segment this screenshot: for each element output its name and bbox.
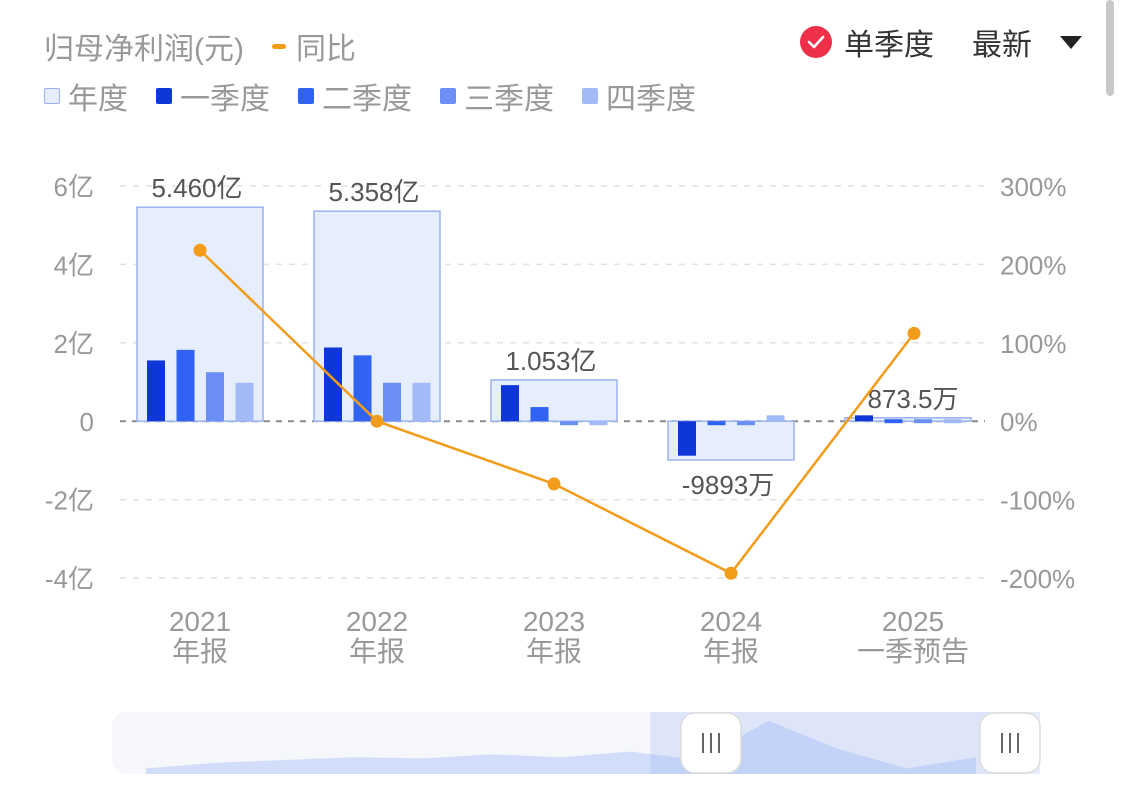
quarter-bar	[943, 419, 962, 424]
y-tick-label-right: 0%	[1000, 407, 1038, 437]
yoy-point	[547, 477, 561, 491]
quarter-bar	[707, 421, 726, 426]
check-icon[interactable]	[800, 26, 832, 58]
x-tick-label: 2024	[700, 606, 762, 637]
yoy-point	[907, 326, 921, 340]
legend-swatch	[298, 88, 314, 104]
quarter-bar	[560, 421, 578, 426]
legend-item[interactable]: 三季度	[440, 74, 554, 118]
quarter-bar	[176, 349, 195, 422]
quarter-bar	[501, 385, 519, 422]
caret-down-icon[interactable]	[1060, 35, 1082, 49]
slider-overview-area	[146, 720, 976, 774]
line-swatch	[271, 43, 286, 49]
annual-value-label: 873.5万	[867, 384, 958, 414]
legend-item[interactable]: 二季度	[298, 74, 412, 118]
quarter-bar	[737, 421, 755, 426]
legend-label: 年度	[68, 83, 128, 116]
quarter-bar	[235, 382, 254, 422]
quarter-bar	[678, 421, 696, 456]
range-slider[interactable]	[0, 704, 1122, 794]
yoy-label: 同比	[295, 33, 356, 66]
yoy-point	[724, 566, 738, 580]
x-tick-label: 2021	[169, 606, 231, 637]
y-tick-label-right: 300%	[1000, 172, 1067, 202]
y-tick-label-left: 6亿	[54, 172, 94, 202]
x-tick-label: 一季预告	[857, 636, 969, 667]
page-scrollbar[interactable]	[1106, 0, 1114, 96]
y-tick-label-right: 200%	[1000, 250, 1067, 280]
quarter-bar	[530, 407, 549, 422]
chart-legend-bottom: 年度 一季度 二季度 三季度 四季度	[44, 74, 724, 118]
legend-label: 一季度	[180, 83, 270, 116]
x-tick-label: 年报	[703, 636, 759, 667]
quarter-bar	[353, 355, 372, 422]
annual-value-label: -9893万	[682, 470, 775, 500]
y-tick-label-left: 2亿	[54, 329, 94, 359]
x-tick-label: 2023	[523, 606, 585, 637]
profit-chart: 6亿 300% 4亿 200% 2亿 100% 0 0% -2亿 -100% -4亿 -200% 5.4…	[45, 172, 1075, 667]
x-tick-label: 年报	[349, 636, 405, 667]
legend-swatch	[44, 88, 60, 104]
x-tick-label: 2025	[882, 606, 944, 637]
annual-value-label: 5.460亿	[151, 173, 242, 203]
annual-value-label: 5.358亿	[328, 177, 419, 207]
yoy-point	[193, 243, 207, 257]
annual-bar	[844, 417, 972, 422]
y-tick-label-left: -4亿	[45, 564, 94, 594]
quarter-bar	[855, 415, 873, 422]
yoy-point	[370, 414, 384, 428]
single-quarter-option[interactable]: 单季度	[844, 29, 934, 62]
quarter-bar	[412, 382, 431, 422]
y-tick-label-left: -2亿	[45, 486, 94, 516]
legend-item[interactable]: 一季度	[156, 74, 270, 118]
x-tick-label: 2022	[346, 606, 408, 637]
x-tick-label: 年报	[172, 636, 228, 667]
chart-legend-top: 归母净利润(元) 同比	[44, 24, 384, 68]
legend-swatch	[582, 88, 598, 104]
legend-label: 二季度	[322, 83, 412, 116]
y-tick-label-right: -100%	[1000, 486, 1075, 516]
legend-label: 三季度	[464, 83, 554, 116]
quarter-bar	[147, 360, 165, 422]
x-tick-label: 年报	[526, 636, 582, 667]
quarter-bar	[589, 421, 608, 426]
y-tick-label-right: -200%	[1000, 564, 1075, 594]
metric-label: 归母净利润(元)	[44, 33, 244, 66]
controls: 单季度 最新	[800, 20, 1082, 64]
y-tick-label-left: 0	[80, 407, 94, 437]
latest-dropdown-label[interactable]: 最新	[972, 29, 1032, 62]
legend-item[interactable]: 年度	[44, 74, 128, 118]
quarter-bar	[206, 372, 224, 422]
yoy-legend-item[interactable]: 同比	[271, 24, 356, 68]
quarter-bar	[383, 382, 401, 422]
quarter-bar	[324, 347, 342, 422]
annual-value-label: 1.053亿	[505, 346, 596, 376]
legend-label: 四季度	[606, 83, 696, 116]
y-tick-label-left: 4亿	[54, 250, 94, 280]
legend-swatch	[156, 88, 172, 104]
legend-item[interactable]: 四季度	[582, 74, 696, 118]
metric-legend-item: 归母净利润(元)	[44, 24, 244, 68]
quarter-bar	[884, 419, 903, 424]
quarter-bar	[914, 419, 932, 424]
legend-swatch	[440, 88, 456, 104]
y-tick-label-right: 100%	[1000, 329, 1067, 359]
check-mark	[807, 35, 825, 49]
quarter-bar	[766, 415, 785, 422]
